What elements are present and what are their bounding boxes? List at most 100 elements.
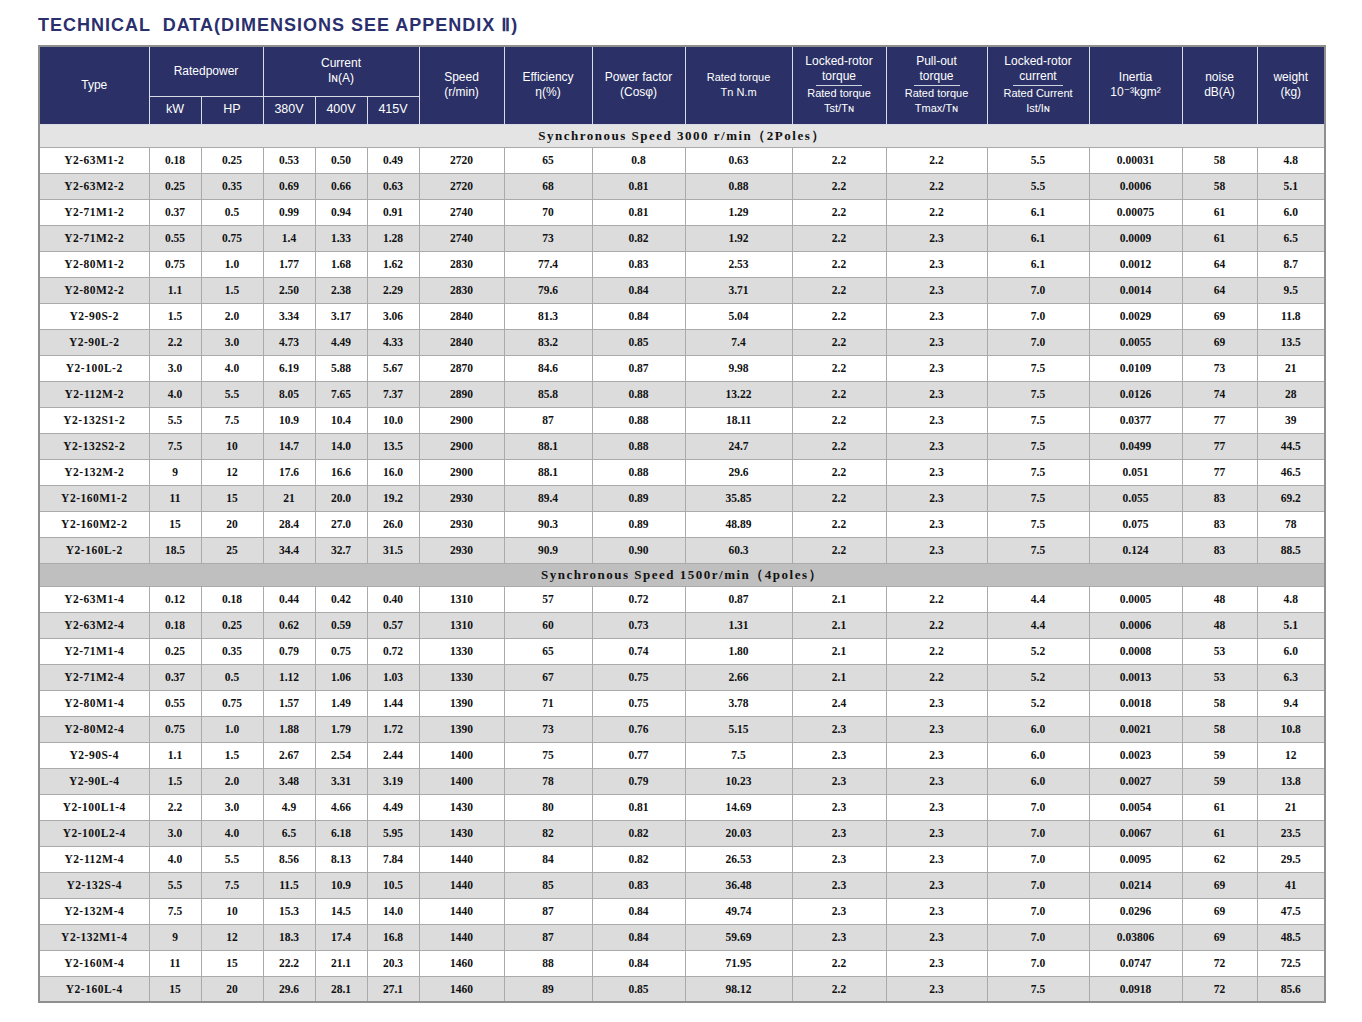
cell-current-400v: 0.59: [315, 612, 367, 638]
cell-noise: 72: [1182, 976, 1257, 1002]
cell-inertia: 0.0029: [1089, 303, 1182, 329]
cell-locked-rotor-torque: 2.3: [792, 872, 886, 898]
cell-current-400v: 1.33: [315, 225, 367, 251]
cell-hp: 0.35: [201, 638, 263, 664]
cell-kw: 1.5: [149, 768, 201, 794]
cell-locked-rotor-current: 7.5: [987, 976, 1089, 1002]
cell-inertia: 0.03806: [1089, 924, 1182, 950]
cell-current-380v: 15.3: [263, 898, 315, 924]
cell-current-415v: 27.1: [367, 976, 419, 1002]
cell-noise: 83: [1182, 537, 1257, 563]
cell-inertia: 0.00031: [1089, 147, 1182, 173]
cell-weight: 12: [1257, 742, 1325, 768]
cell-inertia: 0.0023: [1089, 742, 1182, 768]
cell-noise: 69: [1182, 924, 1257, 950]
cell-speed: 2720: [419, 173, 504, 199]
cell-speed: 1440: [419, 898, 504, 924]
cell-power-factor: 0.82: [592, 846, 685, 872]
cell-noise: 72: [1182, 950, 1257, 976]
cell-current-400v: 1.49: [315, 690, 367, 716]
cell-locked-rotor-current: 7.5: [987, 407, 1089, 433]
cell-inertia: 0.0027: [1089, 768, 1182, 794]
cell-inertia: 0.0005: [1089, 586, 1182, 612]
cell-efficiency: 73: [504, 716, 592, 742]
cell-locked-rotor-torque: 2.2: [792, 976, 886, 1002]
cell-current-380v: 4.9: [263, 794, 315, 820]
cell-speed: 2830: [419, 277, 504, 303]
cell-efficiency: 82: [504, 820, 592, 846]
page-title: TECHNICAL DATA(DIMENSIONS SEE APPENDIX Ⅱ…: [38, 14, 518, 36]
cell-inertia: 0.0095: [1089, 846, 1182, 872]
cell-type: Y2-71M1-4: [39, 638, 149, 664]
cell-efficiency: 90.3: [504, 511, 592, 537]
cell-noise: 77: [1182, 433, 1257, 459]
cell-kw: 0.18: [149, 612, 201, 638]
cell-hp: 0.5: [201, 199, 263, 225]
cell-current-380v: 22.2: [263, 950, 315, 976]
cell-type: Y2-63M2-2: [39, 173, 149, 199]
cell-current-415v: 13.5: [367, 433, 419, 459]
cell-locked-rotor-torque: 2.2: [792, 485, 886, 511]
cell-type: Y2-63M1-4: [39, 586, 149, 612]
cell-weight: 8.7: [1257, 251, 1325, 277]
cell-current-415v: 1.03: [367, 664, 419, 690]
cell-power-factor: 0.82: [592, 225, 685, 251]
cell-locked-rotor-torque: 2.3: [792, 898, 886, 924]
cell-current-400v: 2.38: [315, 277, 367, 303]
cell-inertia: 0.0126: [1089, 381, 1182, 407]
cell-locked-rotor-current: 6.1: [987, 225, 1089, 251]
cell-current-415v: 0.72: [367, 638, 419, 664]
cell-weight: 13.5: [1257, 329, 1325, 355]
cell-current-415v: 4.49: [367, 794, 419, 820]
cell-current-380v: 0.79: [263, 638, 315, 664]
cell-weight: 21: [1257, 355, 1325, 381]
cell-hp: 3.0: [201, 329, 263, 355]
cell-type: Y2-80M2-4: [39, 716, 149, 742]
table-row: Y2-80M2-2 1.1 1.5 2.50 2.38 2.29 2830 79…: [39, 277, 1325, 303]
cell-weight: 44.5: [1257, 433, 1325, 459]
cell-weight: 4.8: [1257, 586, 1325, 612]
cell-rated-torque: 5.04: [685, 303, 792, 329]
cell-weight: 23.5: [1257, 820, 1325, 846]
cell-power-factor: 0.84: [592, 950, 685, 976]
cell-locked-rotor-current: 4.4: [987, 612, 1089, 638]
cell-efficiency: 78: [504, 768, 592, 794]
cell-current-400v: 2.54: [315, 742, 367, 768]
cell-rated-torque: 2.53: [685, 251, 792, 277]
table-row: Y2-112M-2 4.0 5.5 8.05 7.65 7.37 2890 85…: [39, 381, 1325, 407]
cell-noise: 64: [1182, 277, 1257, 303]
cell-pull-out-torque: 2.2: [886, 199, 987, 225]
cell-noise: 69: [1182, 329, 1257, 355]
cell-type: Y2-71M1-2: [39, 199, 149, 225]
cell-rated-torque: 14.69: [685, 794, 792, 820]
cell-pull-out-torque: 2.3: [886, 846, 987, 872]
cell-speed: 2840: [419, 329, 504, 355]
cell-speed: 2830: [419, 251, 504, 277]
cell-locked-rotor-torque: 2.3: [792, 768, 886, 794]
cell-kw: 5.5: [149, 872, 201, 898]
cell-noise: 69: [1182, 303, 1257, 329]
table-row: Y2-132M-4 7.5 10 15.3 14.5 14.0 1440 87 …: [39, 898, 1325, 924]
cell-rated-torque: 18.11: [685, 407, 792, 433]
cell-speed: 2740: [419, 199, 504, 225]
cell-current-415v: 26.0: [367, 511, 419, 537]
cell-kw: 3.0: [149, 820, 201, 846]
cell-power-factor: 0.87: [592, 355, 685, 381]
cell-current-380v: 8.56: [263, 846, 315, 872]
cell-current-415v: 19.2: [367, 485, 419, 511]
cell-type: Y2-132S-4: [39, 872, 149, 898]
cell-hp: 3.0: [201, 794, 263, 820]
cell-rated-torque: 0.88: [685, 173, 792, 199]
cell-noise: 61: [1182, 225, 1257, 251]
cell-type: Y2-90L-2: [39, 329, 149, 355]
cell-current-400v: 0.75: [315, 638, 367, 664]
col-header-pull-out-torque: Pull-out torque Rated torque Tmax/Tɴ: [886, 46, 987, 124]
cell-pull-out-torque: 2.3: [886, 768, 987, 794]
cell-kw: 18.5: [149, 537, 201, 563]
cell-hp: 0.25: [201, 612, 263, 638]
cell-hp: 10: [201, 898, 263, 924]
col-header-rated-torque: Rated torque Tn N.m: [685, 46, 792, 124]
col-header-noise: noise dB(A): [1182, 46, 1257, 124]
cell-inertia: 0.0499: [1089, 433, 1182, 459]
cell-type: Y2-160L-2: [39, 537, 149, 563]
